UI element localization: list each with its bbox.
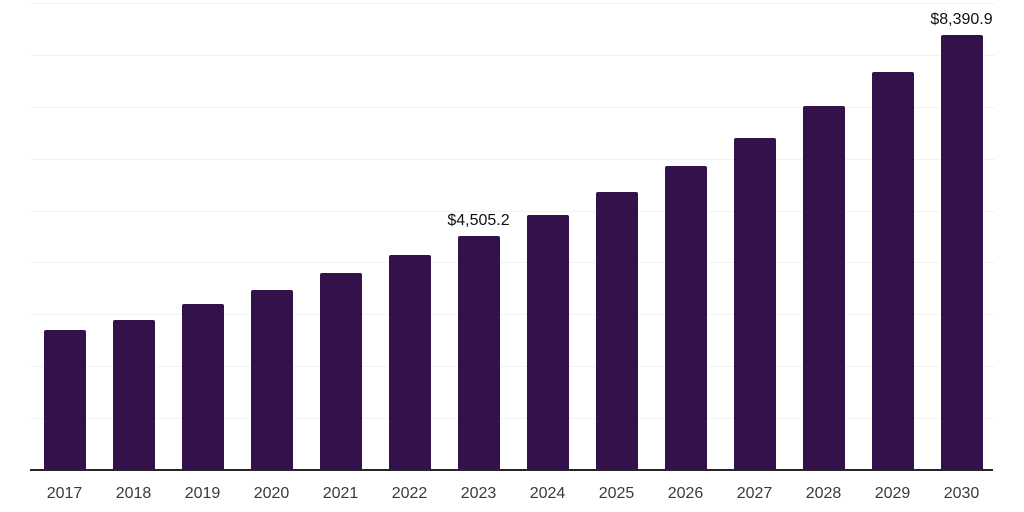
x-tick-label: 2028 xyxy=(805,485,842,502)
bar-value-label: $4,505.2 xyxy=(447,212,510,230)
gridline xyxy=(30,210,995,212)
bar-2027 xyxy=(733,138,776,470)
x-tick-label: 2027 xyxy=(736,485,773,502)
bar-2025 xyxy=(595,192,638,470)
x-tick-label: 2020 xyxy=(253,485,290,502)
x-tick-label: 2018 xyxy=(115,485,152,502)
gridline xyxy=(30,54,995,56)
gridline xyxy=(30,262,995,264)
bar-2023 xyxy=(457,236,500,470)
gridline xyxy=(30,418,995,420)
x-tick-label: 2023 xyxy=(460,485,497,502)
x-tick-label: 2022 xyxy=(391,485,428,502)
x-tick-label: 2019 xyxy=(184,485,221,502)
bar-2026 xyxy=(664,165,707,470)
x-tick-label: 2029 xyxy=(874,485,911,502)
bar-value-label: $8,390.9 xyxy=(930,10,993,28)
bar-2024 xyxy=(526,215,569,470)
gridline xyxy=(30,106,995,108)
x-tick-label: 2024 xyxy=(529,485,566,502)
x-tick-label: 2026 xyxy=(667,485,704,502)
gridline xyxy=(30,158,995,160)
bar-2019 xyxy=(181,304,224,470)
bar-2028 xyxy=(802,106,845,470)
bar-2017 xyxy=(43,330,86,470)
x-tick-label: 2025 xyxy=(598,485,635,502)
x-tick-label: 2030 xyxy=(943,485,980,502)
bar-2018 xyxy=(112,319,155,470)
gridline xyxy=(30,3,995,4)
bar-2020 xyxy=(250,290,293,470)
bar-2030 xyxy=(940,34,983,470)
bar-2022 xyxy=(388,255,431,470)
gridline xyxy=(30,314,995,316)
gridline xyxy=(30,366,995,368)
bar-2021 xyxy=(319,273,362,470)
x-axis-line xyxy=(30,469,993,471)
x-tick-label: 2017 xyxy=(46,485,83,502)
bar-2029 xyxy=(871,72,914,470)
x-tick-label: 2021 xyxy=(322,485,359,502)
plot-area: $4,505.2 $8,390.9 xyxy=(30,3,995,470)
